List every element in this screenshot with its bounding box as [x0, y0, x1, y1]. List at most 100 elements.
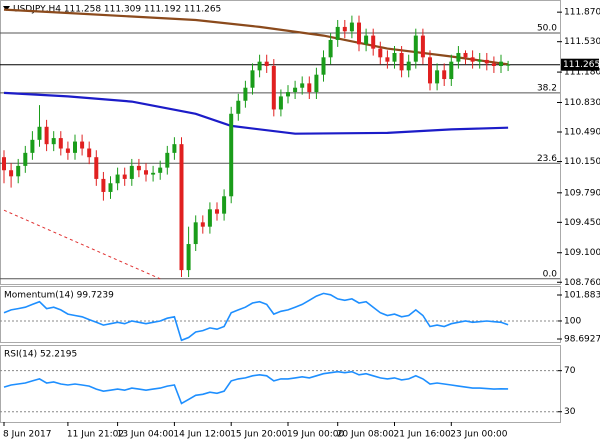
candle-body: [378, 48, 383, 58]
candle-body: [499, 61, 503, 67]
candle-body: [314, 74, 319, 93]
candle-body: [392, 52, 397, 62]
x-tick-label: 8 Jun 2017: [3, 430, 51, 440]
candle-body: [58, 138, 63, 149]
candle-body: [321, 57, 326, 75]
candle-body: [406, 61, 411, 71]
rsi-panel: [0, 345, 561, 423]
candle-body: [122, 174, 127, 179]
indicator-title: RSI(14) 52.2195: [4, 350, 77, 360]
candle-body: [364, 35, 369, 45]
indicator-line: [3, 292, 509, 342]
candle-body: [179, 144, 184, 271]
y-tick-label: 30: [564, 407, 576, 417]
candle-body: [65, 148, 70, 153]
y-tick-label: 100: [564, 316, 581, 326]
last-price-box: [561, 58, 599, 71]
y-tick-label: 109.790: [564, 188, 600, 198]
fib-label: 0.0: [543, 269, 558, 279]
y-tick-label: 110.830: [564, 98, 600, 108]
candle-body: [200, 222, 205, 227]
candle-body: [491, 63, 496, 67]
candle-body: [80, 141, 85, 149]
candle-body: [144, 170, 148, 175]
chart-title: USDJPY,H4 111.258 111.309 111.192 111.26…: [13, 5, 221, 15]
candle-body: [207, 209, 212, 227]
candle-body: [37, 126, 42, 140]
candle-body: [136, 165, 141, 171]
candle-body: [300, 83, 305, 88]
candle-body: [2, 157, 6, 171]
y-tick-label: 70: [564, 366, 576, 376]
candle-body: [470, 57, 475, 62]
y-tick-label: 110.150: [564, 157, 600, 167]
x-tick-label: 13 Jun 04:00: [117, 430, 174, 440]
candle-body: [286, 92, 290, 97]
candle-body: [349, 22, 354, 32]
candle-body: [243, 87, 248, 101]
main-panel: [0, 0, 561, 285]
y-tick-label: 111.870: [564, 8, 600, 18]
candle-body: [428, 57, 432, 84]
candle-body: [16, 165, 21, 177]
fib-label: 38.2: [537, 83, 557, 93]
candle-body: [399, 52, 404, 71]
candle-body: [87, 148, 92, 158]
y-tick-label: 101.8837: [564, 290, 600, 300]
candle-body: [435, 70, 440, 84]
candle-body: [222, 196, 227, 214]
candle-body: [94, 157, 99, 179]
y-tick-label: 108.760: [564, 278, 600, 288]
candle-body: [229, 113, 234, 197]
candle-body: [165, 152, 170, 168]
moving-average: [3, 209, 161, 280]
candle-body: [413, 35, 418, 62]
menu-arrow[interactable]: [3, 6, 10, 11]
candle-body: [215, 209, 219, 214]
candle-body: [73, 141, 77, 153]
x-tick-label: 21 Jun 16:00: [394, 430, 451, 440]
candle-body: [293, 87, 298, 93]
candle-body: [30, 139, 35, 153]
x-tick-label: 15 Jun 20:00: [230, 430, 287, 440]
candle-body: [328, 39, 333, 58]
candle-body: [442, 70, 447, 80]
x-tick-label: 11 Jun 21:02: [67, 430, 124, 440]
candle-body: [236, 100, 241, 114]
candle-body: [307, 83, 312, 93]
moving-average: [3, 8, 509, 66]
candle-body: [385, 57, 390, 62]
indicator-title: Momentum(14) 99.7239: [4, 291, 114, 301]
candle-body: [420, 35, 425, 58]
candle-body: [101, 178, 106, 192]
x-tick-label: 19 Jun 00:00: [287, 430, 344, 440]
momentum-panel: [0, 286, 561, 343]
candle-body: [484, 59, 489, 64]
moving-average: [3, 91, 509, 135]
candle-body: [477, 59, 482, 62]
candle-body: [463, 52, 468, 58]
candle-body: [342, 26, 347, 32]
candle-body: [108, 183, 113, 192]
indicator-line: [3, 370, 509, 405]
candle-body: [371, 35, 376, 49]
y-tick-label: 109.100: [564, 248, 600, 258]
candle-body: [335, 26, 340, 40]
candle-body: [449, 61, 454, 80]
candle-body: [186, 244, 191, 271]
candle-body: [151, 172, 156, 175]
candle-body: [264, 61, 269, 67]
candle-body: [456, 52, 461, 62]
y-tick-label: 109.450: [564, 218, 600, 228]
y-tick-label: 111.180: [564, 68, 600, 78]
candle-body: [271, 66, 276, 110]
candle-body: [129, 165, 134, 179]
y-tick-label: 110.490: [564, 128, 600, 138]
candle-body: [115, 174, 120, 184]
candle-body: [9, 170, 14, 177]
candle-body: [257, 61, 262, 71]
fib-label: 23.6: [537, 154, 557, 164]
candle-body: [506, 64, 511, 66]
